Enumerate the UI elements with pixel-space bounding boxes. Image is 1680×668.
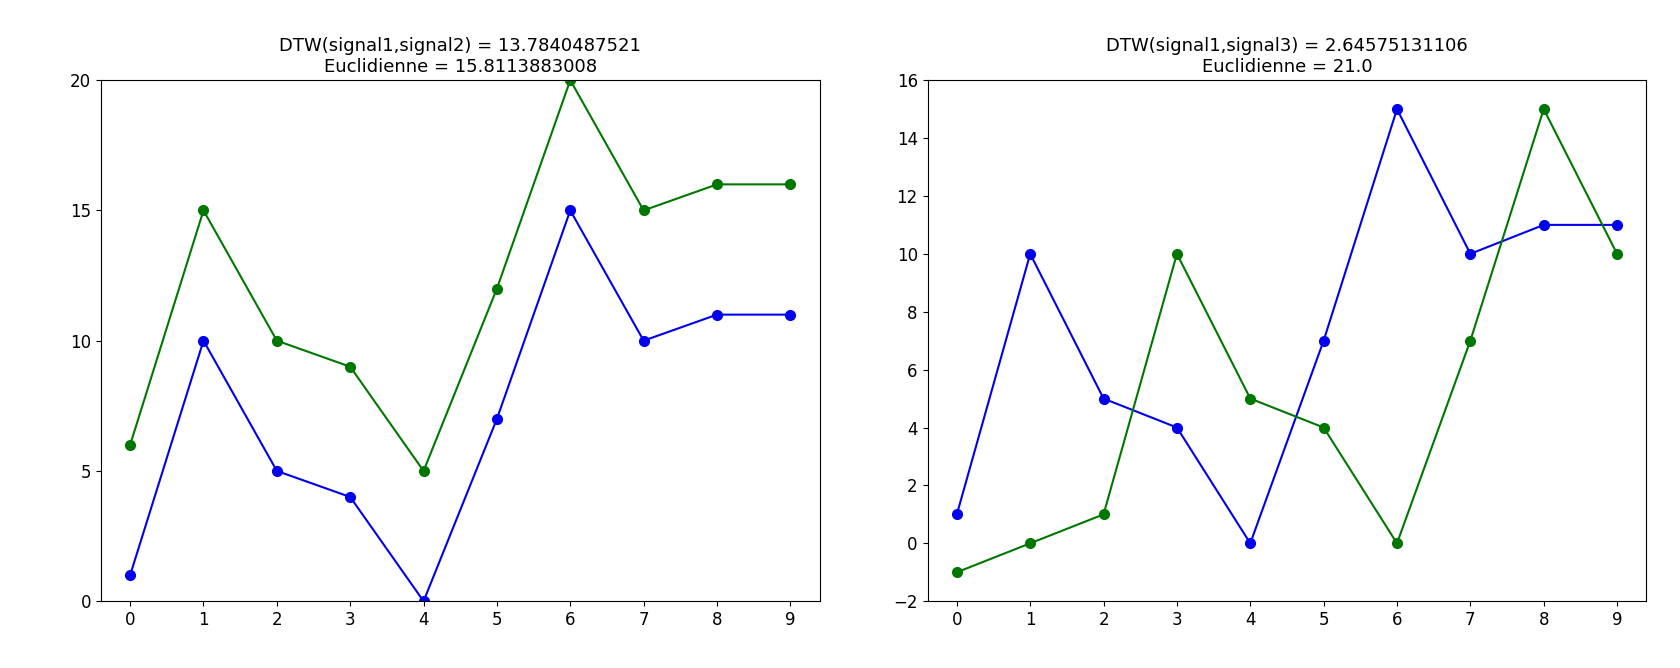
Title: DTW(signal1,signal3) = 2.64575131106
Euclidienne = 21.0: DTW(signal1,signal3) = 2.64575131106 Euc… bbox=[1105, 37, 1468, 76]
Title: DTW(signal1,signal2) = 13.7840487521
Euclidienne = 15.8113883008: DTW(signal1,signal2) = 13.7840487521 Euc… bbox=[279, 37, 642, 76]
